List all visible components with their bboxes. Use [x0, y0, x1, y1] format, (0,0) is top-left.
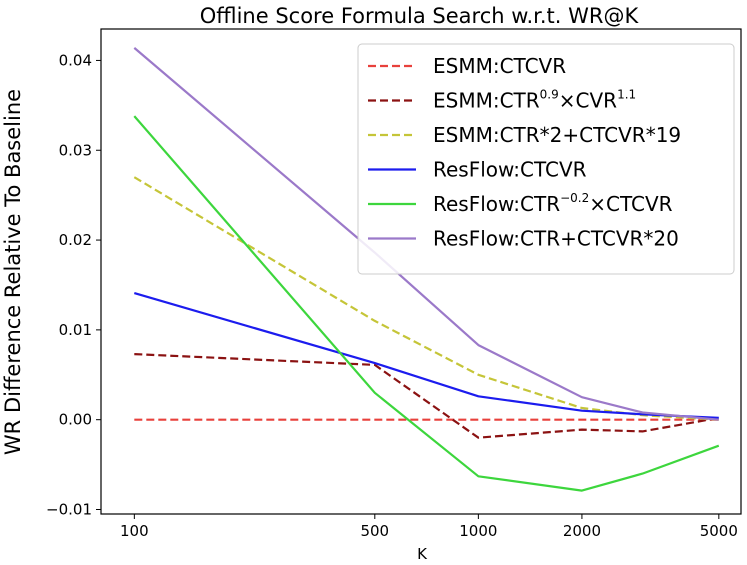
legend-label-3: ESMM:CTR*2+CTCVR*19	[433, 123, 681, 147]
legend-box	[357, 43, 735, 275]
legend-label-text: ResFlow:CTCVR	[433, 158, 587, 182]
legend-label-superscript: 1.1	[617, 88, 636, 102]
y-tick-label: 0.00	[59, 411, 92, 429]
legend-label-text: ESMM:CTR	[433, 89, 540, 113]
x-tick-label: 100	[120, 522, 149, 540]
legend-label-text: ×CVR	[559, 89, 617, 113]
series-line-5	[133, 115, 720, 492]
plot-area-frame	[100, 28, 742, 515]
y-tick-label: −0.01	[46, 501, 92, 519]
legend: ESMM:CTCVR ESMM:CTR0.9×CVR1.1 ESMM:CTR*2+C…	[357, 43, 735, 275]
x-tick-label: 1000	[459, 522, 497, 540]
y-tick-label: 0.03	[59, 141, 92, 159]
y-tick-label: 0.02	[59, 231, 92, 249]
legend-label-text: ResFlow:CTR	[433, 192, 560, 216]
series-line-6	[133, 47, 719, 421]
chart-title: Offline Score Formula Search w.r.t. WR@K	[200, 4, 640, 28]
legend-label-1: ESMM:CTCVR	[433, 54, 566, 78]
legend-label-4: ResFlow:CTCVR	[433, 158, 587, 182]
legend-label-text: ESMM:CTCVR	[433, 54, 566, 78]
legend-label-superscript: 0.9	[540, 88, 559, 102]
x-tick-label: 500	[360, 522, 389, 540]
legend-label-superscript: −0.2	[560, 191, 589, 205]
legend-label-text: ×CTCVR	[589, 192, 672, 216]
legend-label-2: ESMM:CTR0.9×CVR1.1	[433, 88, 636, 113]
axis-ticks: 100 500 1000 2000 5000 −0.01 0.00 0.01 0.02 0.03 0…	[46, 51, 738, 540]
x-tick-label: 2000	[563, 522, 601, 540]
plot-lines	[133, 47, 720, 492]
y-tick-label: 0.01	[59, 321, 92, 339]
legend-label-text: ESMM:CTR*2+CTCVR*19	[433, 123, 681, 147]
legend-label-6: ResFlow:CTR+CTCVR*20	[433, 227, 679, 251]
legend-label-text: ResFlow:CTR+CTCVR*20	[433, 227, 679, 251]
y-axis-label: WR Difference Relative To Baseline	[1, 89, 25, 455]
x-tick-label: 5000	[700, 522, 738, 540]
series-line-2	[134, 353, 719, 439]
y-tick-label: 0.04	[59, 51, 92, 69]
x-axis-label: K	[417, 545, 428, 563]
legend-label-5: ResFlow:CTR−0.2×CTCVR	[433, 191, 673, 216]
series-line-4	[133, 292, 719, 419]
